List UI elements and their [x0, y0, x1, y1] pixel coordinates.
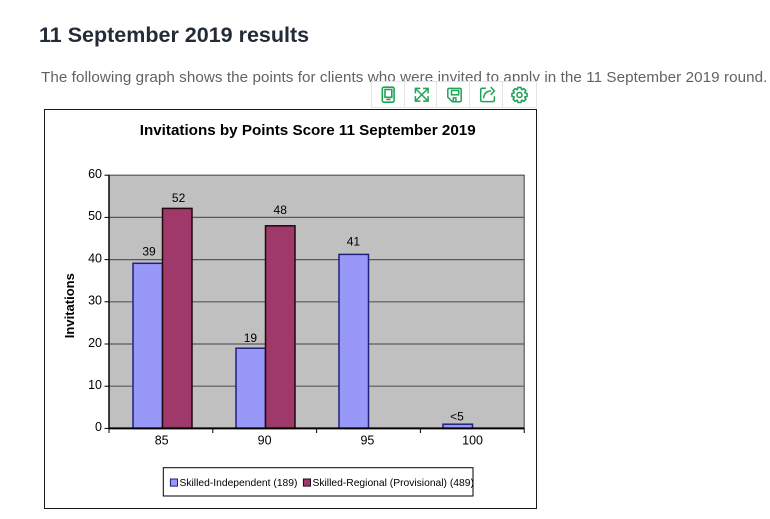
- svg-text:0: 0: [95, 420, 102, 434]
- svg-text:48: 48: [274, 203, 288, 217]
- svg-text:39: 39: [142, 245, 156, 259]
- svg-text:10: 10: [88, 378, 102, 392]
- svg-text:30: 30: [88, 294, 102, 308]
- svg-text:100: 100: [462, 433, 483, 447]
- svg-text:19: 19: [244, 331, 258, 345]
- svg-text:50: 50: [88, 209, 102, 223]
- svg-text:Invitations by Points Score 11: Invitations by Points Score 11 September…: [140, 122, 476, 139]
- svg-text:52: 52: [172, 191, 186, 205]
- svg-text:<5: <5: [450, 410, 464, 424]
- svg-text:20: 20: [88, 336, 102, 350]
- svg-text:95: 95: [360, 433, 374, 447]
- svg-text:Invitations: Invitations: [62, 273, 77, 338]
- svg-text:85: 85: [155, 433, 169, 447]
- svg-text:Skilled-Independent (189): Skilled-Independent (189): [180, 478, 298, 489]
- svg-text:Skilled-Regional (Provisional): Skilled-Regional (Provisional) (489): [313, 478, 474, 489]
- svg-text:40: 40: [88, 251, 102, 265]
- svg-text:90: 90: [258, 433, 272, 447]
- svg-text:41: 41: [347, 235, 361, 249]
- svg-text:60: 60: [88, 167, 102, 181]
